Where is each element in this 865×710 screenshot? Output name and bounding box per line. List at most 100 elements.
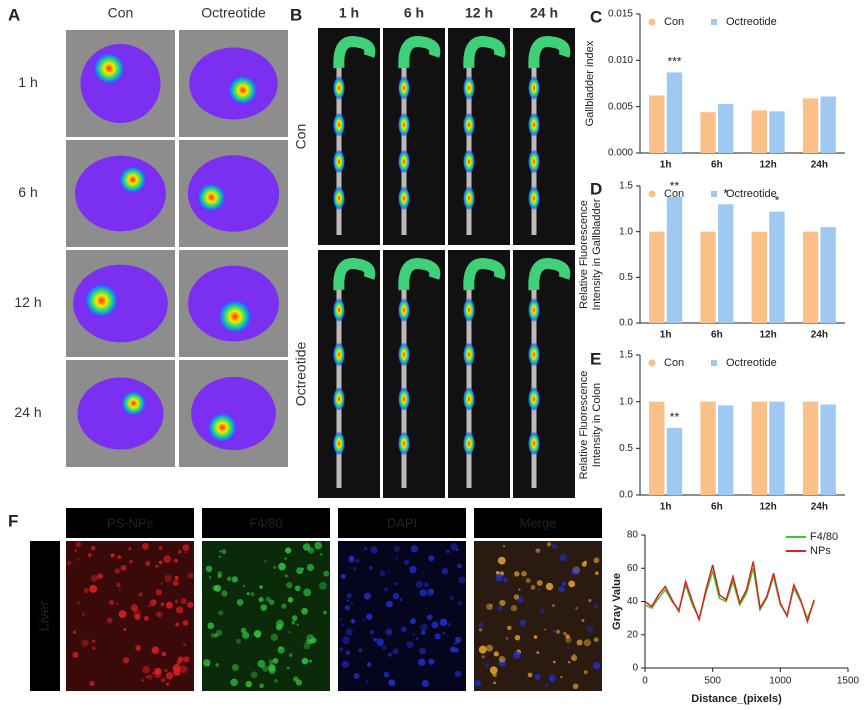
signal (333, 431, 345, 456)
texture (118, 610, 127, 619)
texture (503, 577, 508, 582)
texture (286, 666, 290, 670)
texture (388, 679, 396, 687)
column-label: DAPI (387, 515, 417, 530)
texture (274, 679, 278, 683)
texture (242, 631, 250, 639)
texture (231, 664, 239, 671)
texture (160, 582, 163, 585)
texture (231, 576, 238, 583)
texture (81, 639, 89, 647)
texture (575, 606, 579, 610)
texture (386, 600, 393, 608)
texture (353, 673, 360, 680)
texture (145, 675, 148, 678)
texture (441, 568, 449, 575)
x-tick-label: 6h (711, 502, 723, 513)
panel-label: B (290, 5, 302, 24)
y-tick-label: 20 (627, 629, 639, 640)
tissue (80, 43, 161, 124)
texture (242, 584, 245, 587)
texture (338, 647, 344, 652)
texture (572, 566, 580, 575)
texture (158, 560, 163, 565)
stomach (398, 36, 441, 69)
texture (556, 629, 560, 634)
annotation: ** (670, 410, 680, 424)
signal (528, 186, 540, 211)
texture (546, 542, 552, 547)
texture (142, 542, 149, 550)
texture (270, 633, 278, 641)
texture (142, 665, 150, 674)
texture (424, 582, 429, 588)
texture (563, 631, 567, 636)
texture (341, 574, 346, 579)
texture (495, 570, 500, 575)
texture (285, 547, 292, 554)
texture (568, 580, 576, 588)
texture (310, 637, 317, 644)
texture (281, 603, 287, 609)
texture (110, 553, 115, 558)
texture (492, 589, 495, 592)
texture (539, 608, 546, 614)
image (513, 250, 575, 498)
texture (365, 680, 369, 684)
texture (301, 607, 308, 615)
signal (333, 149, 345, 174)
texture (172, 664, 181, 673)
texture (291, 621, 295, 625)
texture (561, 581, 566, 587)
legend-marker (711, 19, 717, 25)
texture (314, 541, 323, 550)
texture (387, 652, 393, 657)
texture (593, 637, 599, 643)
legend-marker (711, 360, 717, 366)
texture (72, 651, 79, 658)
texture (493, 681, 496, 685)
y-tick-label: 0 (632, 663, 638, 674)
texture (592, 662, 601, 670)
texture (399, 598, 403, 602)
texture (90, 574, 98, 582)
texture (138, 592, 143, 597)
texture (583, 670, 588, 675)
column-label: 12 h (465, 5, 493, 21)
signal (398, 431, 410, 456)
image (513, 28, 575, 245)
column-label: 24 h (530, 5, 558, 21)
texture (454, 670, 462, 678)
texture (135, 644, 142, 651)
texture (499, 599, 506, 607)
signal (528, 387, 540, 411)
texture (449, 595, 454, 600)
texture (293, 676, 299, 682)
texture (456, 563, 462, 569)
texture (364, 547, 368, 551)
signal (528, 112, 540, 137)
texture (565, 634, 570, 639)
texture (427, 588, 435, 595)
legend-marker (648, 190, 656, 198)
texture (581, 618, 585, 622)
texture (383, 587, 389, 592)
texture (253, 633, 256, 636)
texture (454, 636, 462, 644)
texture (259, 683, 264, 689)
annotation: * (723, 186, 728, 200)
texture (152, 671, 156, 675)
legend-marker (648, 359, 656, 367)
texture (553, 630, 556, 633)
texture (154, 671, 162, 679)
texture (296, 567, 304, 575)
texture (174, 558, 178, 563)
texture (268, 659, 274, 665)
texture (442, 631, 446, 635)
signal (206, 412, 238, 443)
texture (117, 555, 122, 559)
texture (415, 637, 419, 640)
y-tick-label: 0.0 (619, 490, 633, 501)
texture (495, 573, 503, 582)
texture (106, 617, 113, 624)
